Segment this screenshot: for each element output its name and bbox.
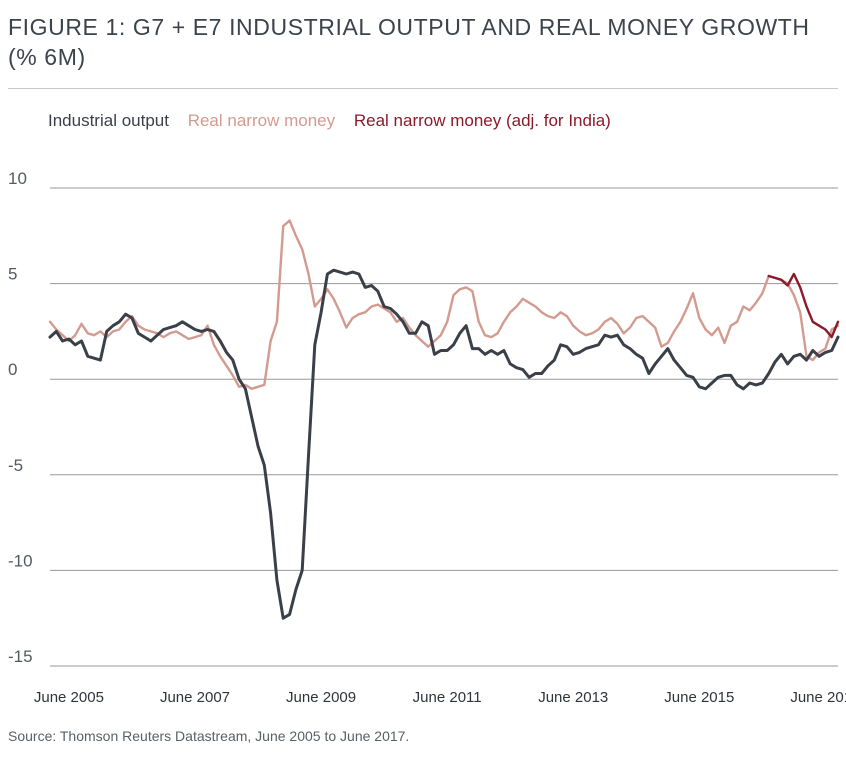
legend: Industrial output Real narrow money Real… (48, 111, 625, 131)
y-tick-label: 0 (8, 360, 17, 379)
y-tick-label: 10 (8, 169, 27, 188)
y-tick-label: -10 (8, 551, 33, 570)
series-line-real-narrow-money-india (767, 272, 840, 339)
x-tick-label: June 2013 (538, 689, 608, 706)
x-tick-label: June 2009 (286, 689, 356, 706)
x-tick-label: June 2017 (790, 689, 846, 706)
legend-real-narrow-money: Real narrow money (187, 111, 336, 130)
x-tick-label: June 2007 (160, 689, 230, 706)
x-tick-label: June 2011 (413, 689, 482, 706)
legend-industrial-output: Industrial output (48, 111, 169, 130)
title-divider (8, 88, 838, 89)
legend-real-narrow-money-india: Real narrow money (adj. for India) (353, 111, 611, 130)
chart-title: FIGURE 1: G7 + E7 INDUSTRIAL OUTPUT AND … (8, 14, 810, 70)
series-line-real-narrow-money (48, 219, 840, 390)
y-tick-label: 5 (8, 265, 17, 284)
series-line-industrial-output (48, 268, 840, 620)
x-tick-label: June 2005 (34, 689, 104, 706)
y-tick-label: -15 (8, 647, 33, 666)
x-tick-label: June 2015 (664, 689, 734, 706)
source-note: Source: Thomson Reuters Datastream, June… (8, 728, 410, 744)
y-tick-label: -5 (8, 456, 23, 475)
